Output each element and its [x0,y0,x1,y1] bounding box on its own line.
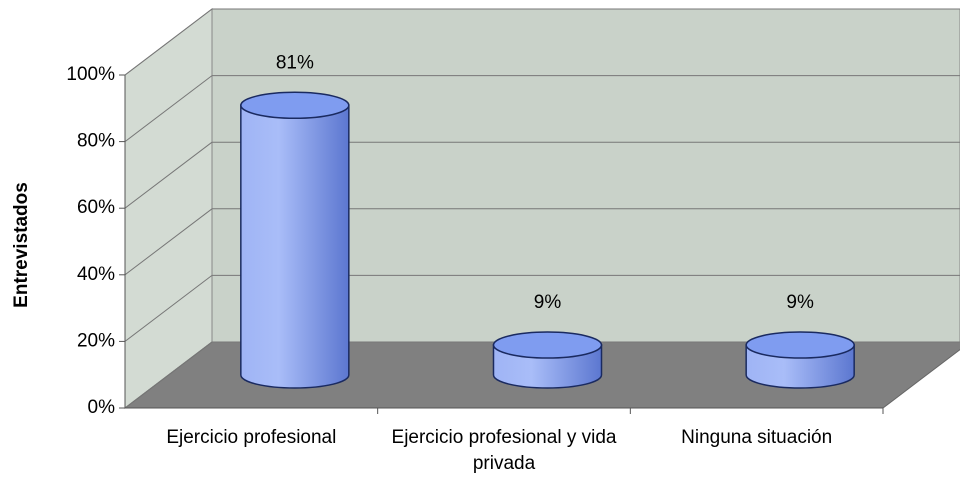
cylinder-top [240,91,350,120]
side-grid-line [124,275,213,342]
side-grid-line [124,141,213,209]
side-grid-line [124,341,213,409]
value-label: 9% [534,292,562,313]
x-tick-label: Ejercicio profesional y vida privada [391,427,617,474]
y-tick-label: 40% [77,264,115,285]
y-tick-label: 80% [77,131,115,152]
value-label: 9% [786,292,814,313]
y-axis-title: Entrevistados [11,182,32,308]
y-tick-label: 20% [77,330,115,351]
side-grid-line [124,75,213,142]
x-tick-label: Ninguna situación [681,427,833,448]
cylinder-body [240,104,350,389]
cylinder-top [492,331,603,359]
cylinder-top [745,331,855,359]
side-grid-line [124,8,213,76]
value-label: 81% [276,52,314,73]
y-tick-label: 0% [88,397,116,418]
y-tick-label: 60% [77,197,115,218]
y-tick-label: 100% [66,64,115,85]
side-grid-line [124,208,213,276]
side-wall [124,7,213,410]
x-tick-label: Ejercicio profesional [166,427,337,448]
